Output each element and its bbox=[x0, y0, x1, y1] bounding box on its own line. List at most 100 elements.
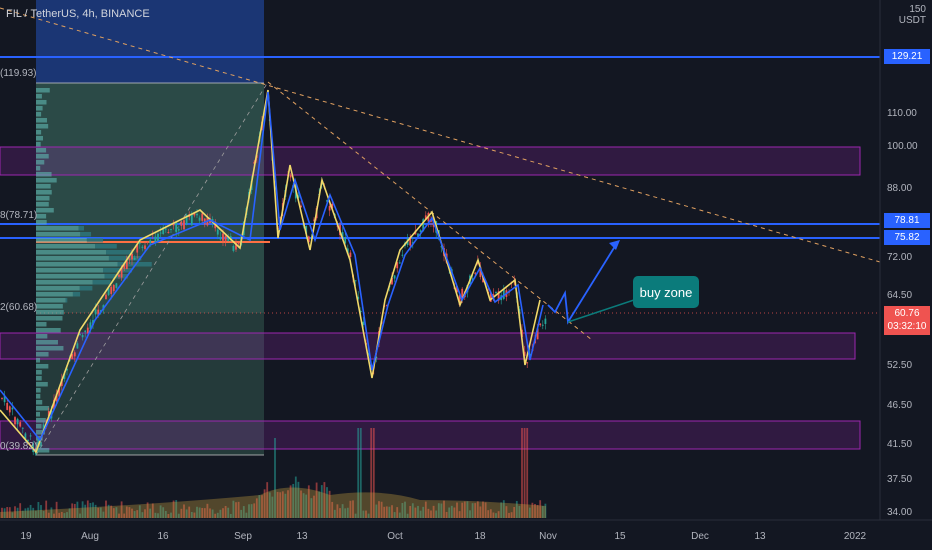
vp-bar-up bbox=[36, 154, 49, 159]
vp-bar-up bbox=[36, 190, 52, 195]
vp-bar-up bbox=[36, 394, 41, 399]
volume-bar bbox=[266, 482, 269, 518]
volume-bar bbox=[24, 508, 27, 518]
volume-bar bbox=[443, 500, 445, 518]
candle-body bbox=[544, 318, 547, 324]
volume-bar bbox=[209, 508, 211, 518]
candle-body bbox=[1, 397, 3, 399]
volume-bar bbox=[40, 505, 42, 518]
volume-bar bbox=[183, 504, 185, 518]
vp-bar-up bbox=[36, 130, 42, 135]
candle-body bbox=[81, 335, 84, 338]
volume-bar bbox=[271, 496, 274, 518]
volume-bar bbox=[417, 505, 419, 518]
buy-zone-callout[interactable]: buy zone bbox=[633, 276, 699, 308]
candle-body bbox=[222, 233, 224, 241]
vp-bar-down bbox=[108, 256, 142, 261]
price-axis-bg bbox=[880, 0, 932, 520]
candle-body bbox=[354, 280, 357, 282]
volume-bar bbox=[235, 502, 237, 518]
candle-body bbox=[149, 240, 152, 244]
volume-bar bbox=[253, 503, 256, 518]
candle-body bbox=[375, 357, 378, 359]
candle-body bbox=[170, 228, 172, 230]
vp-bar-up bbox=[36, 256, 109, 261]
volume-ma-area bbox=[0, 487, 546, 518]
volume-bar bbox=[393, 512, 396, 518]
volume-bar bbox=[294, 476, 297, 518]
volume-bar bbox=[206, 503, 209, 518]
vp-bar-up bbox=[36, 334, 48, 339]
volume-bar bbox=[125, 506, 128, 518]
price-tick-label: 110.00 bbox=[887, 108, 917, 119]
candle-body bbox=[300, 205, 302, 208]
price-tick-label: 88.00 bbox=[887, 183, 912, 194]
volume-bar bbox=[513, 507, 516, 518]
vp-bar-up bbox=[36, 376, 42, 381]
last-price-tag: 60.76 03:32:10 bbox=[884, 306, 930, 335]
volume-bar bbox=[92, 502, 94, 518]
candle-body bbox=[495, 292, 497, 294]
price-tick-label: 52.50 bbox=[887, 360, 912, 371]
volume-bar bbox=[224, 505, 227, 518]
volume-bar bbox=[526, 428, 529, 518]
volume-bar bbox=[68, 508, 71, 518]
candle-body bbox=[393, 275, 396, 279]
candle-body bbox=[154, 236, 157, 244]
volume-bar bbox=[37, 501, 40, 518]
zigzag-yellow bbox=[0, 89, 541, 454]
candle-body bbox=[289, 175, 292, 178]
vp-bar-up bbox=[36, 112, 42, 117]
candle-body bbox=[422, 219, 425, 231]
candle-body bbox=[144, 245, 146, 249]
vp-bar-up bbox=[36, 124, 49, 129]
volume-bar bbox=[419, 510, 422, 518]
volume-bar bbox=[471, 503, 474, 518]
volume-bar bbox=[58, 512, 61, 518]
candle-body bbox=[84, 330, 87, 333]
volume-bar bbox=[349, 500, 352, 518]
volume-bar bbox=[396, 507, 399, 518]
candle-body bbox=[359, 310, 362, 312]
candle-body bbox=[344, 237, 347, 244]
candle-body bbox=[458, 295, 461, 305]
vp-bar-up bbox=[36, 106, 43, 111]
volume-bar bbox=[302, 493, 305, 518]
volume-bar bbox=[359, 428, 362, 518]
volume-bar bbox=[354, 513, 357, 518]
volume-bar bbox=[42, 510, 45, 518]
candle-body bbox=[219, 237, 222, 240]
candle-body bbox=[162, 227, 165, 234]
volume-bar bbox=[383, 506, 386, 518]
volume-bar bbox=[315, 482, 318, 518]
candle-body bbox=[118, 274, 120, 277]
symbol-title[interactable]: FIL / TetherUS, 4h, BINANCE bbox=[6, 8, 150, 20]
volume-bar bbox=[432, 505, 435, 518]
candle-body bbox=[115, 283, 118, 288]
price-tick-label: 46.50 bbox=[887, 400, 912, 411]
volume-bar bbox=[305, 494, 308, 518]
candle-body bbox=[409, 237, 412, 246]
forecast-arrow bbox=[547, 242, 618, 325]
vp-bar-up bbox=[36, 268, 104, 273]
volume-bar bbox=[372, 428, 375, 518]
candle-body bbox=[141, 246, 144, 248]
candle-body bbox=[183, 220, 185, 230]
volume-bar bbox=[175, 500, 178, 518]
price-axis-ticks: 110.00 100.00 88.00 72.00 64.50 52.50 46.50 41.… bbox=[887, 108, 918, 518]
candle-body bbox=[66, 368, 68, 371]
time-axis-bg bbox=[0, 520, 932, 550]
volume-bar bbox=[219, 509, 222, 518]
volume-bar bbox=[193, 512, 196, 518]
candle-body bbox=[123, 264, 126, 269]
volume-bar bbox=[492, 512, 495, 518]
volume-bar bbox=[34, 510, 37, 518]
price-tick-label: 34.00 bbox=[887, 507, 912, 518]
volume-bar bbox=[339, 508, 341, 518]
candle-body bbox=[58, 388, 61, 397]
volume-bar bbox=[242, 506, 245, 518]
volume-bar bbox=[255, 498, 258, 518]
volume-bar bbox=[430, 510, 432, 518]
vp-bar-up bbox=[36, 160, 45, 165]
